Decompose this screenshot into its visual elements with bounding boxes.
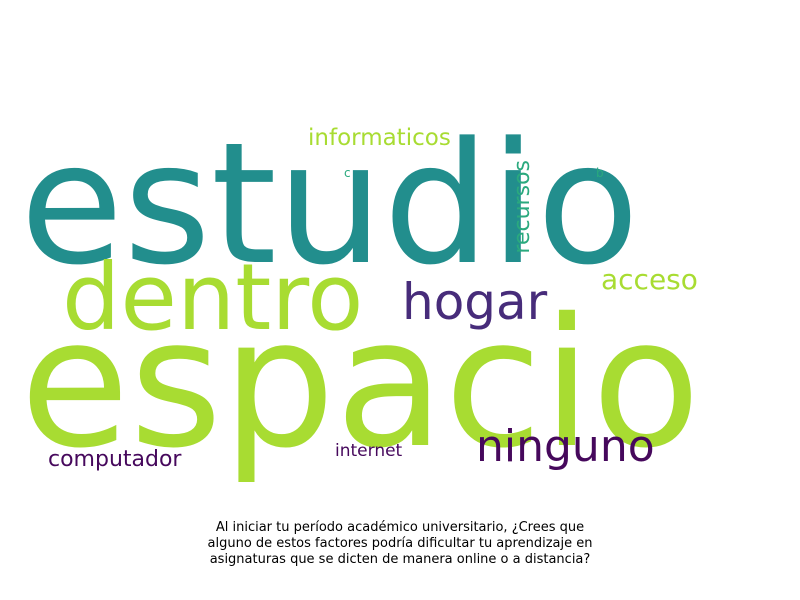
- caption-line-2: alguno de estos factores podría dificult…: [207, 536, 593, 551]
- caption-line-1: Al iniciar tu período académico universi…: [215, 520, 585, 535]
- chart-caption: Al iniciar tu período académico universi…: [0, 520, 800, 568]
- word-b: b: [596, 166, 604, 180]
- word-espacio: espacio: [20, 280, 701, 487]
- word-ninguno: ninguno: [476, 421, 655, 472]
- word-internet: internet: [335, 441, 403, 461]
- word-informaticos: informaticos: [308, 125, 451, 151]
- word-recursos: recursos: [510, 160, 535, 254]
- word-estudio: estudio: [20, 106, 640, 302]
- word-computador: computador: [48, 447, 182, 472]
- word-cloud: estudio espacio dentro hogar ninguno informat…: [20, 106, 701, 487]
- word-c: c: [344, 166, 351, 180]
- word-hogar: hogar: [402, 273, 548, 331]
- caption-line-3: asignaturas que se dicten de manera onli…: [209, 552, 591, 567]
- word-acceso: acceso: [601, 263, 698, 296]
- word-dentro: dentro: [62, 244, 364, 351]
